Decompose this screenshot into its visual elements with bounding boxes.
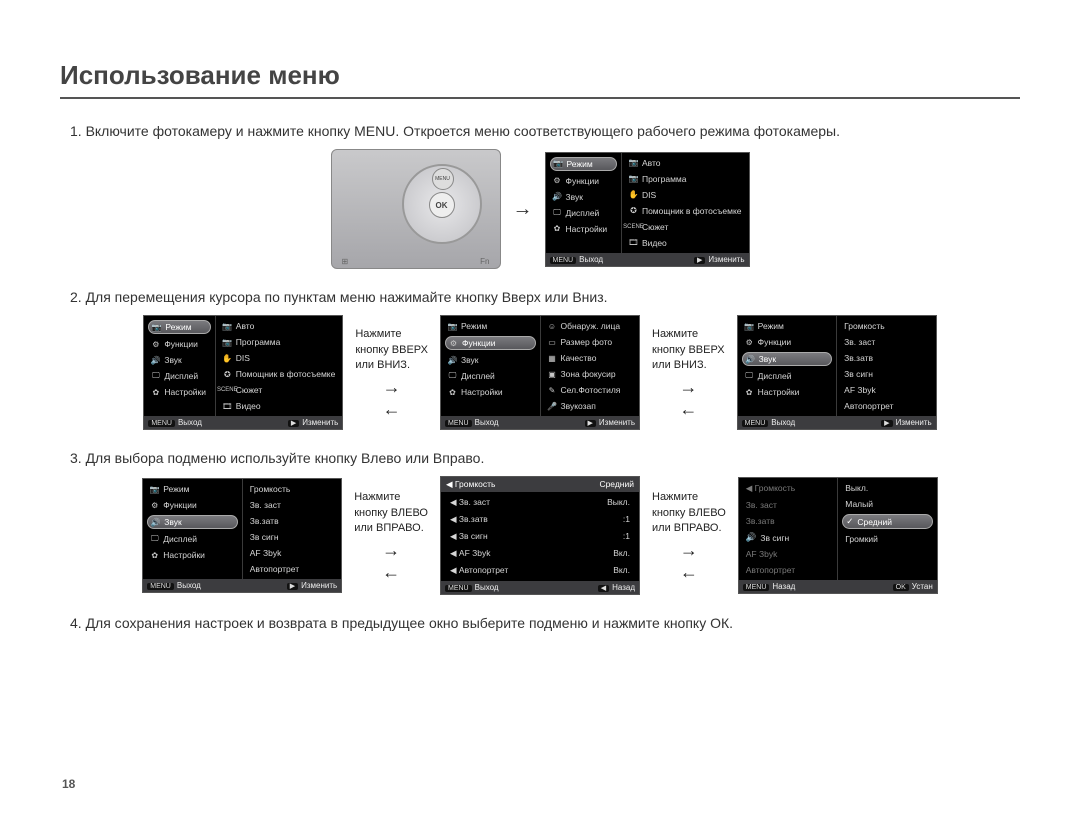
step-3-text: 3. Для выбора подменю используйте кнопку… [70, 450, 1020, 466]
menu-screen-2b: 📷Режим ⚙Функции 🔊Звук 🖵Дисплей ✿Настройк… [440, 315, 640, 430]
menu-screen-3a: 📷Режим ⚙Функции 🔊Звук 🖵Дисплей ✿Настройк… [142, 478, 342, 593]
arrow-pair-icon: →← [679, 378, 697, 418]
page-title: Использование меню [60, 60, 1020, 99]
arrow-pair-icon: →← [383, 378, 401, 418]
menu-screen-2c: 📷Режим ⚙Функции 🔊Звук 🖵Дисплей ✿Настройк… [737, 315, 937, 430]
step-2-row: 📷Режим ⚙Функции 🔊Звук 🖵Дисплей ✿Настройк… [60, 315, 1020, 430]
hint-lr-2: Нажмите кнопку ВЛЕВО или ВПРАВО. [652, 490, 726, 536]
arrow-right-icon [513, 198, 533, 221]
camera-illustration: MENU OK ⊞ Fn [331, 149, 501, 269]
arrow-pair-icon: →← [680, 541, 698, 581]
hint-updown-1: Нажмите кнопку ВВЕРХ или ВНИЗ. [355, 327, 428, 373]
step-4-text: 4. Для сохранения настроек и возврата в … [70, 615, 1020, 631]
hint-lr-1: Нажмите кнопку ВЛЕВО или ВПРАВО. [354, 490, 428, 536]
step-1-text: 1. Включите фотокамеру и нажмите кнопку … [70, 123, 1020, 139]
page-number: 18 [62, 777, 75, 791]
camera-ok-button: OK [429, 192, 455, 218]
menu-screen-2a: 📷Режим ⚙Функции 🔊Звук 🖵Дисплей ✿Настройк… [143, 315, 343, 430]
menu-screen-3c: ◀ Громкость Зв. заст Зв.затв 🔊 Зв сигн А… [738, 477, 938, 594]
step-3-row: 📷Режим ⚙Функции 🔊Звук 🖵Дисплей ✿Настройк… [60, 476, 1020, 595]
step-2-text: 2. Для перемещения курсора по пунктам ме… [70, 289, 1020, 305]
menu-screen-mode: 📷Режим ⚙Функции 🔊Звук 🖵Дисплей ✿Настройк… [545, 152, 750, 267]
cam-fn-icon: Fn [480, 257, 489, 266]
menu-screen-3b: ◀ Громкость Средний ◀ Зв. застВыкл. ◀ Зв… [440, 476, 640, 595]
step-1-row: MENU OK ⊞ Fn 📷Режим ⚙Функции 🔊Звук 🖵Дисп… [60, 149, 1020, 269]
page: Использование меню 1. Включите фотокамер… [0, 0, 1080, 815]
camera-menu-button: MENU [432, 168, 454, 190]
arrow-pair-icon: →← [382, 541, 400, 581]
cam-bl-icon: ⊞ [342, 257, 349, 266]
hint-updown-2: Нажмите кнопку ВВЕРХ или ВНИЗ. [652, 327, 725, 373]
